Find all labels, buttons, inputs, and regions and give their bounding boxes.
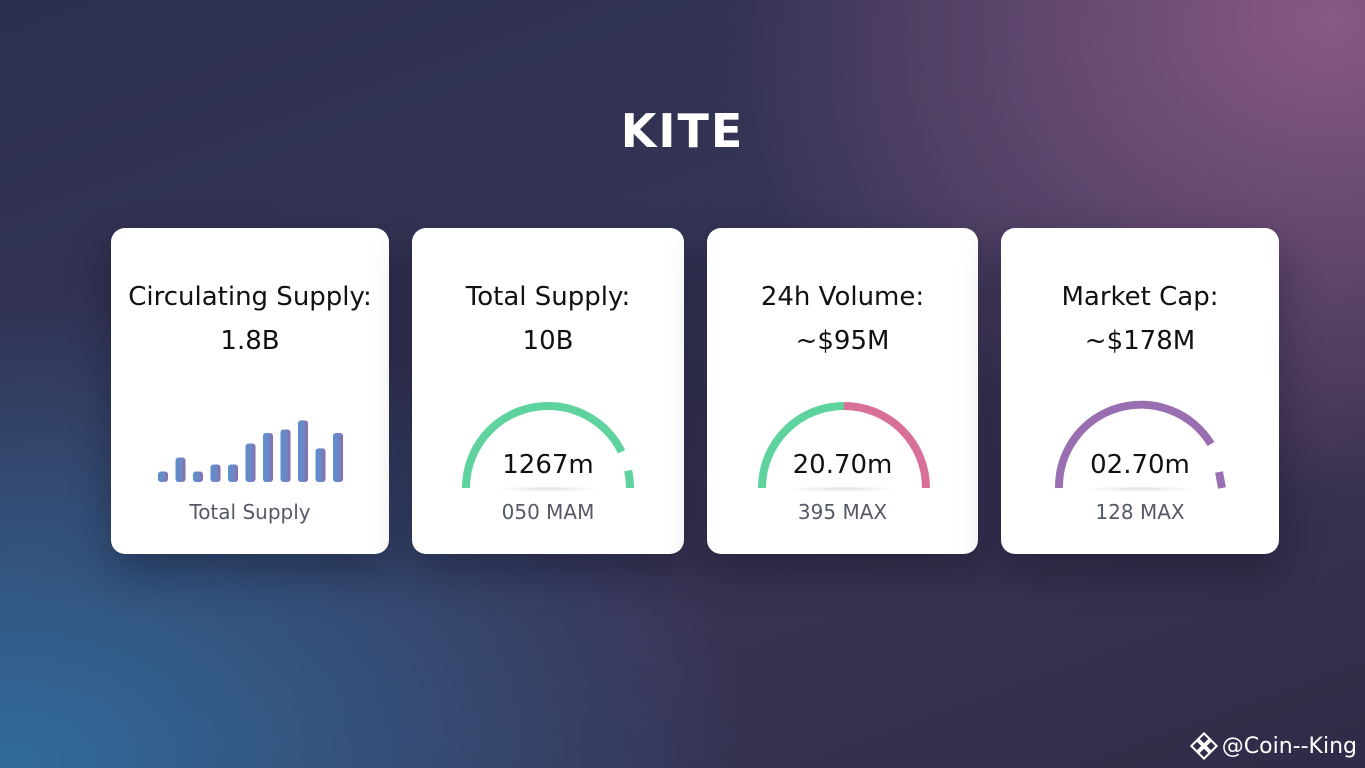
gauge-arc-right xyxy=(843,402,930,489)
gauge xyxy=(1054,400,1226,489)
gauge-value: 02.70m xyxy=(1090,450,1190,480)
page-title: KITE xyxy=(620,104,745,158)
sparkline-bar xyxy=(315,448,326,482)
card-value: ~$178M xyxy=(1084,326,1196,356)
card-title: 24h Volume: xyxy=(760,282,925,312)
total-supply-card: Total Supply: 10B 1267m 050 MAM xyxy=(412,228,684,554)
sparkline-bar xyxy=(263,433,273,482)
gauge-arc xyxy=(1054,400,1215,489)
card-subtitle: 050 MAM xyxy=(501,500,595,524)
sparkline-bar xyxy=(193,471,203,482)
gauge-shadow xyxy=(1084,486,1196,492)
card-subtitle: 395 MAX xyxy=(797,500,888,524)
sparkline-bar xyxy=(333,433,343,482)
circulating-supply-card: Circulating Supply: 1.8B Total Supply xyxy=(111,228,389,554)
card-value: 1.8B xyxy=(220,326,280,356)
sparkline-bar xyxy=(298,420,308,482)
sparkline-bar xyxy=(158,471,168,482)
sparkline-bar xyxy=(245,443,256,482)
market-cap-card: Market Cap: ~$178M 02.70m 128 MAX xyxy=(1001,228,1279,554)
bar-sparkline xyxy=(158,420,343,482)
gauge xyxy=(462,402,634,489)
card-title: Total Supply: xyxy=(465,282,631,312)
gauge-arc-left xyxy=(758,402,845,489)
card-title: Circulating Supply: xyxy=(128,282,372,312)
binance-diamond-icon xyxy=(1189,732,1218,760)
volume-card: 24h Volume: ~$95M 20.70m 395 MAX xyxy=(707,228,978,554)
card-title: Market Cap: xyxy=(1061,282,1219,312)
gauge-value: 1267m xyxy=(502,450,594,480)
sparkline-bar xyxy=(228,464,238,482)
gauge-arc-tail xyxy=(1215,471,1226,489)
sparkline-bar xyxy=(175,457,186,482)
watermark: @Coin--King xyxy=(1189,732,1357,760)
card-value: 10B xyxy=(522,326,574,356)
gauge xyxy=(758,402,930,489)
sparkline-bar xyxy=(280,429,291,482)
sparkline-bar xyxy=(210,464,221,482)
card-value: ~$95M xyxy=(795,326,890,356)
gauge-arc xyxy=(462,402,634,489)
card-subtitle: 128 MAX xyxy=(1095,500,1185,524)
card-subtitle: Total Supply xyxy=(189,500,311,524)
gauge-shadow xyxy=(493,486,603,492)
gauge-value: 20.70m xyxy=(792,450,893,480)
watermark-text: @Coin--King xyxy=(1221,733,1357,759)
gauge-shadow xyxy=(788,486,897,492)
